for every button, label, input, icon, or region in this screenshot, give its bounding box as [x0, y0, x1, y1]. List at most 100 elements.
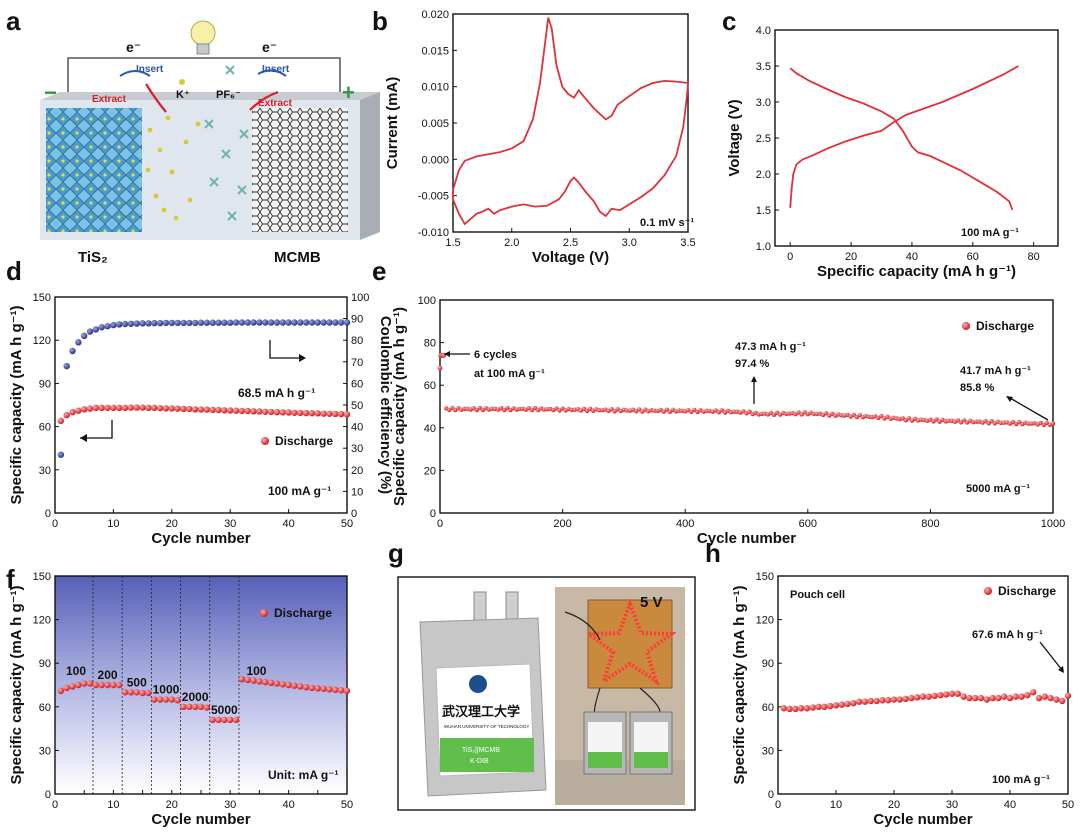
data-point-discharge [1001, 693, 1008, 700]
data-point-coulombic-efficiency [314, 319, 321, 326]
data-point-discharge [974, 419, 979, 424]
panel-g-photo: g 武汉理工大学 WUHAN UNIVERSITY OF TECHNOLOGY … [388, 538, 696, 811]
plot-frame-h [777, 575, 1069, 795]
data-point-discharge [297, 409, 304, 417]
data-point-coulombic-efficiency [116, 321, 123, 328]
x-tick-label-h: 50 [1062, 799, 1074, 811]
chart-c: c 0 20 40 60 80 1.0 1.5 2.0 2.5 3.0 3.5 4.0 Specific … [722, 6, 1059, 280]
data-point-discharge [966, 694, 973, 702]
rate-label: 100 [66, 664, 86, 678]
data-point-discharge [279, 681, 286, 688]
data-point-discharge [291, 409, 298, 416]
legend-marker-h [984, 587, 992, 595]
rate-label: 1000 [153, 683, 180, 697]
university-name-cn: 武汉理工大学 [442, 704, 520, 719]
data-point-discharge [297, 683, 304, 690]
data-point-discharge [343, 687, 351, 695]
panel-letter-c: c [722, 6, 736, 36]
data-point-discharge [1053, 696, 1060, 703]
y2-tick-label-d: 30 [351, 443, 363, 455]
arrow-head-six-cycles [444, 351, 450, 357]
data-point-coulombic-efficiency [156, 319, 164, 327]
data-point-discharge [838, 701, 845, 708]
y-tick-label-e: 0 [430, 508, 436, 520]
data-point-coulombic-efficiency [285, 319, 292, 326]
data-point-discharge [771, 412, 777, 417]
data-point-discharge [81, 406, 88, 413]
data-point-discharge [104, 681, 111, 689]
data-point-coulombic-efficiency [86, 328, 94, 335]
legend-label-e: Discharge [976, 319, 1034, 333]
y-tick-label-e: 80 [424, 338, 436, 350]
y-tick-label-h: 30 [762, 745, 774, 757]
data-point-discharge [337, 687, 345, 694]
pouch-label-line2: K-DIB [470, 758, 489, 765]
data-point-coulombic-efficiency [238, 319, 246, 326]
data-point-discharge [174, 405, 181, 412]
insert-arrow-left [119, 70, 151, 77]
data-point-discharge [250, 408, 257, 415]
data-point-discharge [267, 679, 275, 687]
y-tick-label-f: 120 [33, 615, 51, 627]
minus-terminal: − [44, 80, 57, 105]
data-point-discharge [919, 693, 927, 700]
data-point-discharge [116, 681, 123, 689]
annotation-retention-500: 97.4 % [735, 358, 769, 370]
data-point-discharge [244, 676, 251, 684]
plot-frame-b [452, 13, 689, 233]
extract-arrow-left [145, 83, 167, 113]
data-point-coulombic-efficiency [69, 347, 76, 355]
data-point-discharge [850, 699, 857, 707]
y-axis-label-h: Specific capacity (mA h g⁻¹) [731, 585, 748, 784]
y-tick-label-h: 0 [768, 789, 774, 801]
data-point-discharge [815, 703, 822, 710]
data-point-discharge [121, 404, 129, 412]
x-axis-label-f: Cycle number [151, 811, 250, 828]
y2-axis-label-d: Coulombic efficiency (%) [377, 316, 394, 494]
y-tick-label-c: 1.5 [756, 205, 771, 217]
data-point-discharge [308, 410, 316, 417]
data-point-discharge [227, 716, 234, 724]
data-point-discharge [902, 695, 909, 703]
panel-letter-d: d [6, 256, 22, 286]
data-point-coulombic-efficiency [302, 319, 310, 326]
data-point-discharge [934, 417, 939, 422]
panel-letter-b: b [372, 6, 388, 36]
data-point-discharge [732, 409, 737, 414]
rate-label: 2000 [182, 690, 209, 704]
data-point-discharge [489, 406, 495, 412]
data-point-discharge [162, 696, 170, 703]
y2-tick-label-d: 10 [351, 486, 363, 498]
data-point-discharge [145, 689, 152, 697]
data-point-discharge [1024, 691, 1031, 699]
y-axis-label-c: Voltage (V) [726, 99, 743, 176]
x-tick-label-d: 20 [166, 518, 178, 530]
x-tick-label-c: 20 [845, 251, 857, 263]
data-point-coulombic-efficiency [168, 319, 175, 327]
data-point-discharge [879, 413, 884, 419]
data-point-discharge [110, 681, 117, 689]
x-tick-label-d: 10 [107, 518, 119, 530]
data-point-discharge [98, 681, 105, 689]
x-tick-label-h: 30 [946, 799, 958, 811]
data-point-discharge [692, 407, 697, 413]
data-point-discharge [221, 716, 228, 724]
x-axis-label-h: Cycle number [873, 811, 972, 828]
x-tick-label-b: 1.5 [445, 237, 460, 249]
y-tick-label-b: -0.010 [418, 227, 449, 239]
data-point-discharge [989, 419, 994, 424]
x-tick-label-f: 30 [224, 799, 236, 811]
arrow-head-left [80, 434, 87, 442]
data-point-discharge [238, 407, 246, 415]
y-tick-label-f: 0 [45, 789, 51, 801]
tis2-anode-layers [46, 108, 142, 232]
data-point-discharge [437, 365, 443, 371]
data-point-discharge [279, 409, 286, 416]
data-point-discharge [180, 703, 187, 710]
x-tick-label-b: 2.5 [563, 237, 578, 249]
data-point-discharge [197, 703, 205, 710]
x-axis-label-e: Cycle number [697, 530, 796, 547]
data-point-discharge [337, 410, 345, 418]
y-tick-label-c: 4.0 [756, 25, 771, 37]
x-tick-label-h: 40 [1004, 799, 1016, 811]
